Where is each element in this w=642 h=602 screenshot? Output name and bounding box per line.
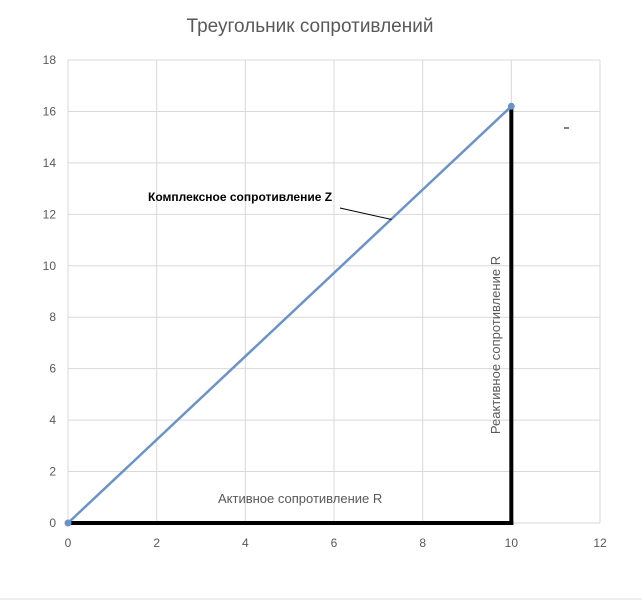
series-z	[64, 102, 515, 527]
x-tick-label: 2	[153, 536, 160, 550]
series-line-z	[67, 105, 513, 524]
y-tick-label: 16	[43, 104, 57, 118]
triangle-sides	[66, 104, 514, 525]
x-tick-label: 4	[242, 536, 249, 550]
y-tick-label: 12	[43, 207, 57, 221]
gridlines	[67, 59, 601, 524]
label-reactive-resistance: Реактивное сопротивление R	[488, 256, 503, 434]
x-tick-label: 0	[65, 536, 72, 550]
y-tick-label: 18	[43, 53, 57, 67]
annotations: Комплексное сопротивление Z Активное соп…	[148, 190, 503, 506]
y-tick-label: 8	[49, 310, 56, 324]
x-tick-label: 10	[505, 536, 519, 550]
x-tick-label: 12	[593, 536, 607, 550]
annotation-leader-line	[339, 207, 392, 220]
data-point	[64, 519, 72, 527]
data-point	[507, 102, 515, 110]
y-tick-label: 10	[43, 259, 57, 273]
y-tick-label: 14	[43, 156, 57, 170]
x-tick-label: 8	[419, 536, 426, 550]
chart-title: Треугольник сопротивлений	[187, 16, 434, 37]
label-active-resistance: Активное сопротивление R	[218, 491, 382, 506]
annotation-complex-z: Комплексное сопротивление Z	[148, 190, 332, 204]
y-tick-label: 6	[49, 362, 56, 376]
tick-labels: 0 2 4 6 8 10 12 0 2 4 6 8 10 12 14 16 18	[43, 53, 607, 550]
y-tick-label: 4	[49, 413, 56, 427]
y-tick-label: 0	[49, 516, 56, 530]
x-tick-label: 6	[331, 536, 338, 550]
y-tick-label: 2	[49, 465, 56, 479]
